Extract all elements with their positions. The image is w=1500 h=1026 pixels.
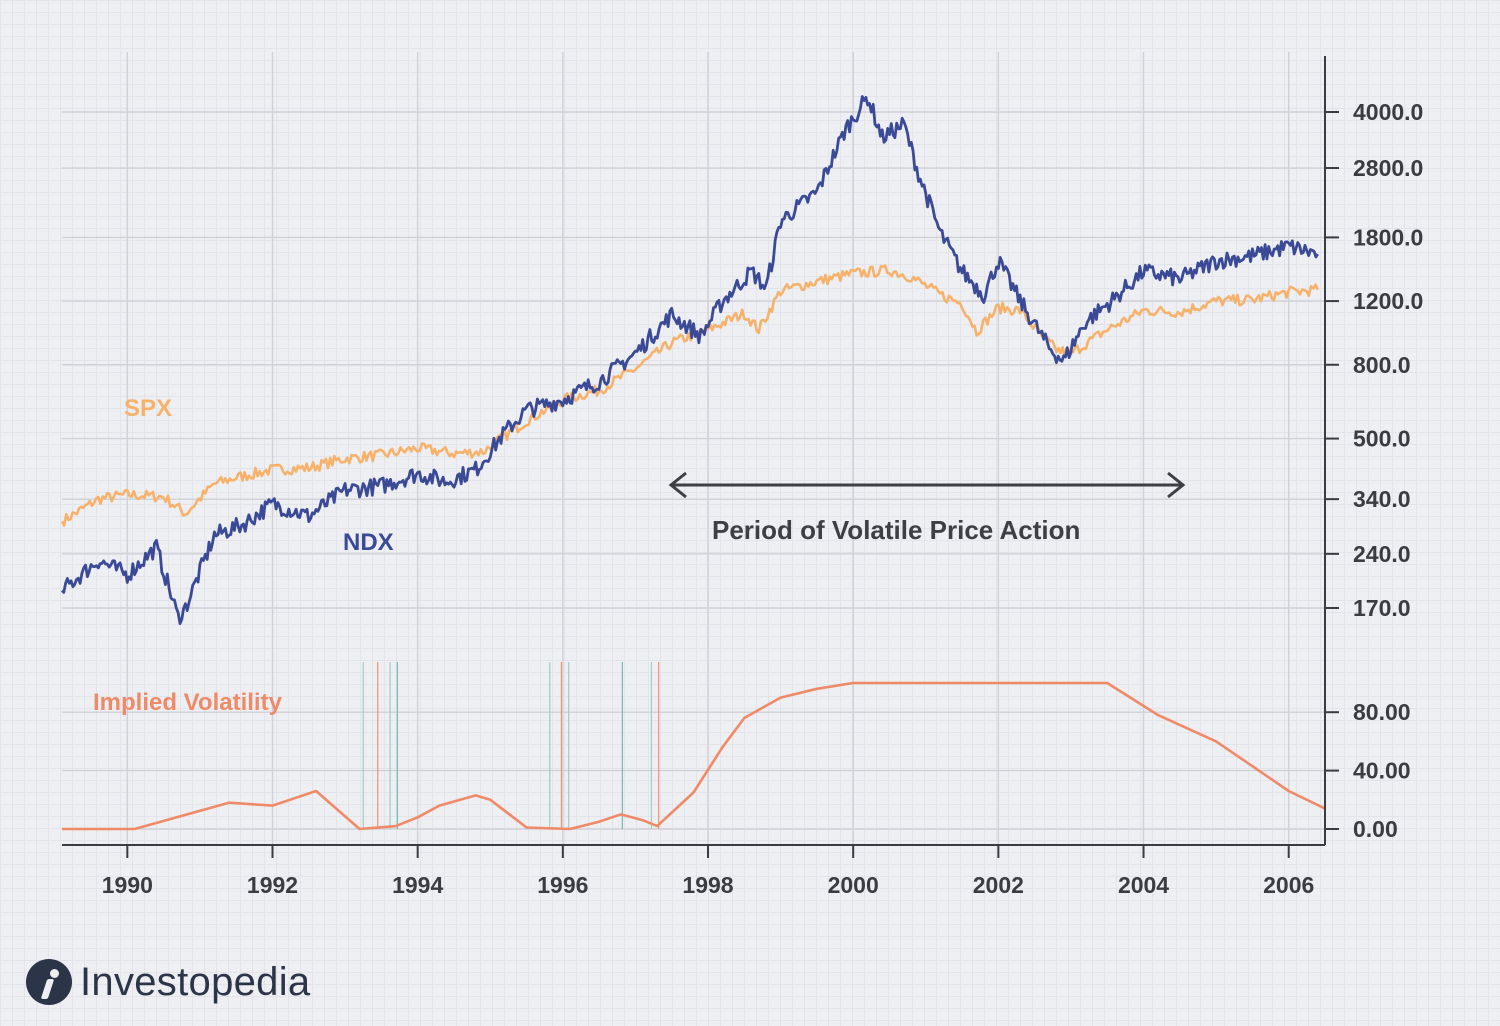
y-tick-label: 500.0 (1353, 426, 1411, 452)
y-tick-label: 1200.0 (1353, 288, 1423, 314)
ndx-series-label: NDX (343, 529, 394, 556)
iv-tick-label: 80.00 (1353, 699, 1411, 725)
spx-series-label: SPX (124, 395, 172, 422)
x-tick-label: 1990 (102, 872, 153, 898)
x-tick-label: 1996 (537, 872, 588, 898)
annotation-right-arrowhead (1167, 471, 1186, 499)
volatile-period-annotation: Period of Volatile Price Action (668, 471, 1186, 545)
y-tick-label: 340.0 (1353, 486, 1411, 512)
y-tick-label: 4000.0 (1353, 99, 1423, 125)
chart-grid (62, 52, 1325, 845)
x-tick-label: 2006 (1263, 872, 1314, 898)
x-tick-label: 1992 (247, 872, 298, 898)
iv-tick-label: 0.00 (1353, 816, 1398, 842)
ndx-line (60, 95, 1319, 625)
x-tick-label: 1998 (682, 872, 733, 898)
chart-axes: 1990 1992 1994 1996 1998 2000 2002 2004 2006 4000… (62, 56, 1423, 898)
x-tick-label: 2000 (828, 872, 879, 898)
brand-name: Investopedia (80, 959, 311, 1004)
annotation-left-arrowhead (668, 471, 687, 499)
x-tick-label: 2002 (973, 872, 1024, 898)
iv-series-label: Implied Volatility (93, 689, 283, 716)
y-tick-label: 1800.0 (1353, 224, 1423, 250)
investopedia-i-logo-icon (26, 959, 72, 1005)
x-tick-label: 2004 (1118, 872, 1169, 898)
series-lines (60, 95, 1326, 831)
y-tick-label: 2800.0 (1353, 155, 1423, 181)
investopedia-logo: Investopedia (26, 958, 310, 1006)
y-tick-label: 800.0 (1353, 352, 1411, 378)
y-tick-label: 240.0 (1353, 541, 1411, 567)
series-labels: SPX NDX Implied Volatility (93, 395, 394, 716)
implied-volatility-line (62, 681, 1326, 831)
y-tick-label: 170.0 (1353, 595, 1411, 621)
event-markers (362, 662, 660, 829)
iv-tick-label: 40.00 (1353, 758, 1411, 784)
x-tick-label: 1994 (392, 872, 443, 898)
spx-line (60, 264, 1319, 527)
annotation-text: Period of Volatile Price Action (712, 515, 1080, 545)
